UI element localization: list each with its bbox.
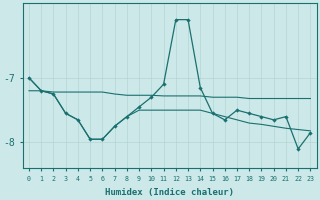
X-axis label: Humidex (Indice chaleur): Humidex (Indice chaleur)	[105, 188, 234, 197]
